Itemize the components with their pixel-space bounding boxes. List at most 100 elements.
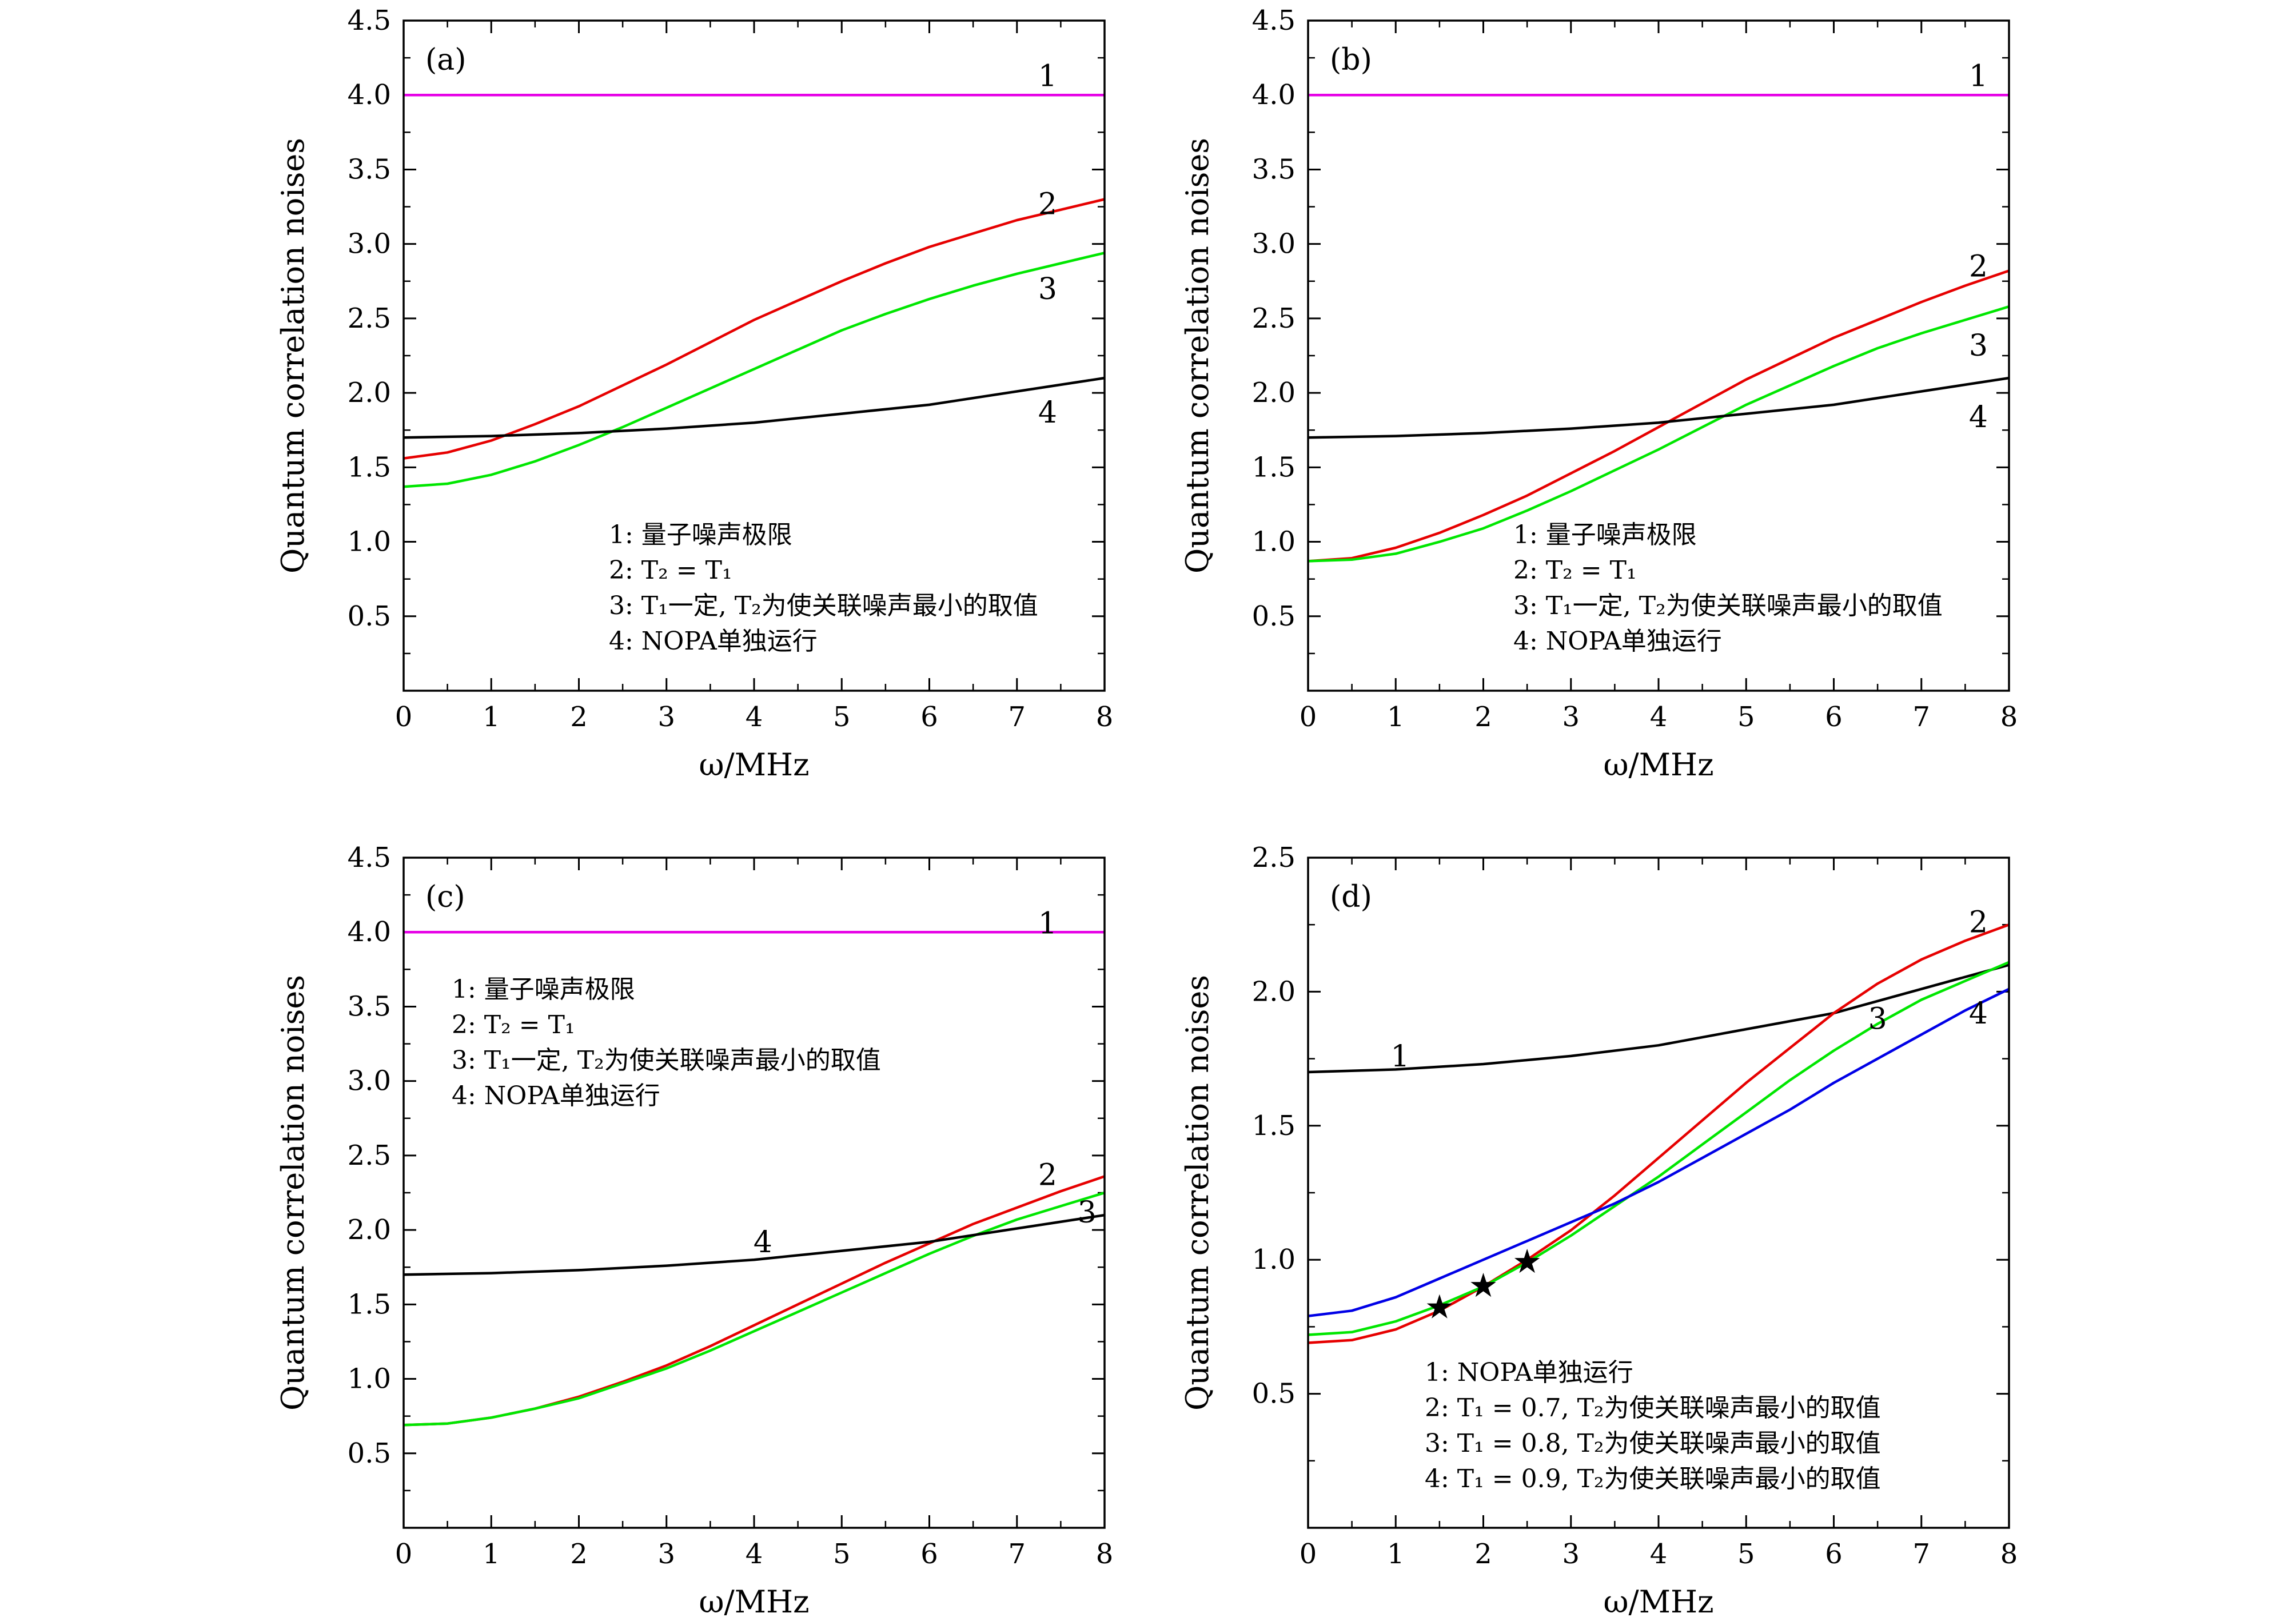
curves [1308, 93, 2009, 563]
x-tick-label: 3 [1562, 1538, 1580, 1570]
series-line-2 [404, 1175, 1105, 1427]
y-tick-label: 4.5 [348, 842, 391, 874]
panel-tag: (d) [1330, 880, 1372, 914]
legend-entry-3: 3: T₁一定, T₂为使关联噪声最小的取值 [609, 591, 1038, 620]
x-axis-title: ω/MHz [699, 1584, 809, 1620]
x-tick-label: 7 [1008, 1538, 1026, 1570]
legend-entry-1: 1: 量子噪声极限 [609, 520, 792, 549]
legend-entry-3: 3: T₁一定, T₂为使关联噪声最小的取值 [452, 1046, 881, 1075]
y-tick-label: 2.5 [1252, 302, 1296, 334]
curve-label-2: 2 [1969, 250, 1988, 284]
x-tick-label: 3 [657, 1538, 675, 1570]
curve-label-4: 4 [1038, 396, 1057, 430]
y-axis-title: Quantum correlation noises [1179, 975, 1215, 1411]
legend-entry-4: 4: NOPA单独运行 [452, 1081, 660, 1110]
curve-label-3: 3 [1868, 1002, 1887, 1036]
curve-label-3: 3 [1078, 1196, 1097, 1230]
x-tick-label: 6 [920, 1538, 938, 1570]
legend-entry-3: 3: T₁ = 0.8, T₂为使关联噪声最小的取值 [1425, 1429, 1881, 1458]
series-line-3 [1308, 961, 2009, 1336]
legend: 1: 量子噪声极限 2: T₂ = T₁ 3: T₁一定, T₂为使关联噪声最小的取… [452, 975, 881, 1110]
y-tick-label: 4.0 [1252, 79, 1296, 111]
series-line-2 [1308, 923, 2009, 1344]
x-tick-label: 4 [746, 701, 763, 733]
x-tick-label: 0 [1300, 701, 1317, 733]
legend: 1: NOPA单独运行 2: T₁ = 0.7, T₂为使关联噪声最小的取值 3: … [1425, 1358, 1881, 1493]
plot-frame [402, 19, 1106, 692]
x-tick-label: 2 [570, 701, 588, 733]
y-tick-label: 1.0 [1252, 1244, 1296, 1276]
x-tick-label: 4 [1650, 701, 1668, 733]
series-line-4 [1308, 987, 2009, 1317]
x-tick-label: 6 [1825, 701, 1843, 733]
panel-tag: (a) [425, 43, 467, 77]
chart-panel-a: 0 1 2 3 4 5 6 7 8 0.5 1.0 1.5 2.0 2.5 3.0 3.5 4.0 4.5 ω/MH… [275, 5, 1113, 783]
y-tick-label: 1.0 [348, 1363, 391, 1395]
chart-panel-b: 0 1 2 3 4 5 6 7 8 0.5 1.0 1.5 2.0 2.5 3.0 3.5 4.0 4.5 ω/MH… [1179, 5, 2018, 783]
plot-frame [1307, 857, 2010, 1529]
curve-label-4: 4 [1969, 997, 1988, 1031]
curves [404, 93, 1105, 488]
legend-entry-3: 3: T₁一定, T₂为使关联噪声最小的取值 [1513, 591, 1943, 620]
y-tick-label: 3.0 [348, 228, 391, 260]
y-axis-title: Quantum correlation noises [275, 138, 311, 573]
y-tick-label: 2.0 [1252, 377, 1296, 409]
y-axis-title: Quantum correlation noises [1179, 138, 1215, 573]
x-axis-title: ω/MHz [699, 747, 809, 783]
x-tick-label: 5 [833, 1538, 851, 1570]
y-tick-label: 1.0 [348, 526, 391, 558]
legend-entry-2: 2: T₂ = T₁ [452, 1010, 575, 1039]
series-line-4 [404, 1213, 1105, 1276]
x-tick-label: 8 [2000, 1538, 2018, 1570]
y-tick-label: 0.5 [348, 1437, 391, 1469]
y-tick-label: 4.0 [348, 79, 391, 111]
x-tick-label: 6 [920, 701, 938, 733]
y-tick-label: 3.5 [348, 990, 391, 1022]
x-tick-label: 7 [1912, 701, 1930, 733]
y-tick-label: 4.0 [348, 916, 391, 948]
y-tick-label: 2.0 [348, 377, 391, 409]
series-line-4 [404, 376, 1105, 439]
y-tick-label: 1.0 [1252, 526, 1296, 558]
legend-entry-1: 1: NOPA单独运行 [1425, 1358, 1633, 1387]
curves [1308, 923, 2009, 1344]
star-marker: ★ [1512, 1242, 1542, 1281]
x-tick-label: 6 [1825, 1538, 1843, 1570]
x-tick-label: 1 [1387, 701, 1405, 733]
y-tick-label: 0.5 [348, 600, 391, 632]
x-tick-label: 7 [1008, 701, 1026, 733]
x-tick-label: 5 [1737, 701, 1755, 733]
chart-panel-d: 0 1 2 3 4 5 6 7 8 0.5 1.0 1.5 2.0 2.5 ω/MHz Quantum cor… [1179, 842, 2018, 1620]
x-tick-label: 2 [570, 1538, 588, 1570]
star-marker: ★ [1469, 1266, 1498, 1305]
legend-entry-1: 1: 量子噪声极限 [1513, 520, 1697, 549]
y-tick-label: 1.5 [348, 1288, 391, 1320]
y-tick-label: 1.5 [1252, 1110, 1296, 1142]
x-tick-label: 5 [1737, 1538, 1755, 1570]
curve-label-2: 2 [1038, 187, 1057, 221]
x-tick-label: 0 [1300, 1538, 1317, 1570]
x-tick-label: 5 [833, 701, 851, 733]
y-tick-label: 1.5 [1252, 451, 1296, 483]
legend-entry-4: 4: T₁ = 0.9, T₂为使关联噪声最小的取值 [1425, 1464, 1881, 1493]
y-tick-label: 3.5 [1252, 153, 1296, 185]
curve-label-1: 1 [1969, 59, 1988, 93]
curve-label-1: 1 [1038, 907, 1057, 941]
legend: 1: 量子噪声极限 2: T₂ = T₁ 3: T₁一定, T₂为使关联噪声最小的取… [1513, 520, 1943, 656]
x-tick-label: 3 [657, 701, 675, 733]
y-tick-label: 1.5 [348, 451, 391, 483]
x-tick-label: 8 [1096, 701, 1114, 733]
series-line-2 [1308, 269, 2009, 563]
x-tick-label: 7 [1912, 1538, 1930, 1570]
x-tick-label: 1 [1387, 1538, 1405, 1570]
y-tick-label: 0.5 [1252, 1378, 1296, 1410]
x-tick-label: 0 [395, 701, 413, 733]
star-marker: ★ [1425, 1288, 1454, 1327]
y-tick-label: 2.0 [348, 1214, 391, 1246]
panel-tag: (c) [425, 880, 465, 914]
y-tick-label: 3.0 [1252, 228, 1296, 260]
curve-label-3: 3 [1969, 329, 1988, 363]
legend-entry-4: 4: NOPA单独运行 [1513, 627, 1722, 656]
x-axis-title: ω/MHz [1603, 747, 1713, 783]
